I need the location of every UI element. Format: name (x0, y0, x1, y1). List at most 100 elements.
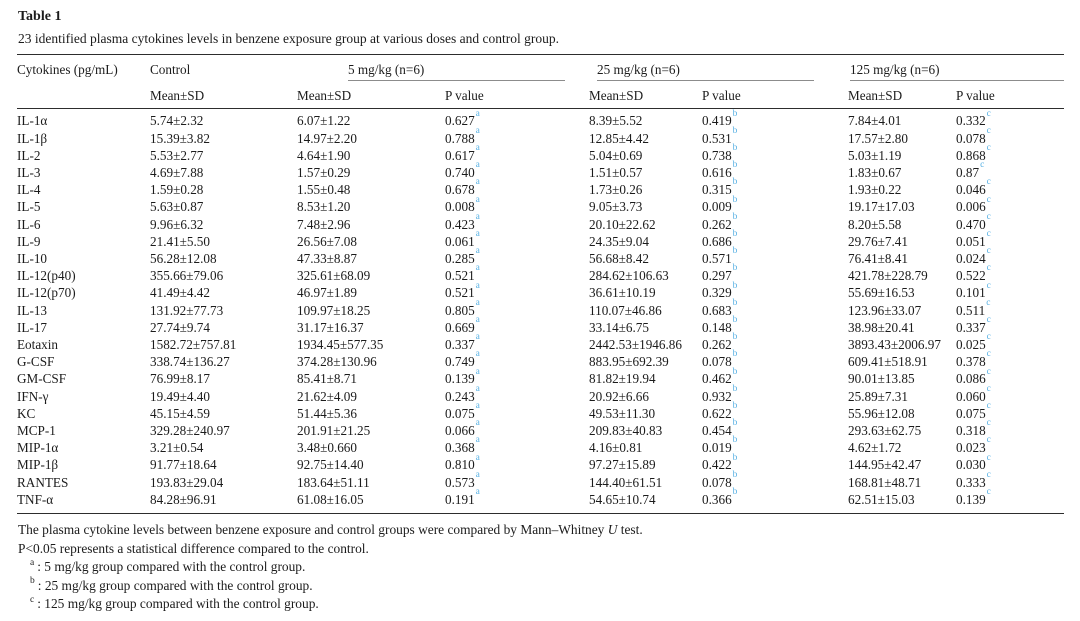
cell-125mgkg-p-value: 0.87c (956, 160, 985, 181)
cell-5mgkg-p-value: 0.423a (445, 211, 480, 232)
cell-5mgkg-p-value: 0.617a (445, 142, 480, 163)
significance-superscript: c (986, 211, 991, 222)
significance-superscript: a (475, 228, 480, 239)
cell-25mgkg-mean-sd: 49.53±11.30 (589, 405, 656, 421)
cell-5mgkg-p-value: 0.285a (445, 246, 480, 267)
significance-superscript: b (732, 469, 738, 480)
significance-superscript: b (732, 332, 738, 343)
footnote-item-b: b: 25 mg/kg group compared with the cont… (18, 576, 1080, 596)
table-row: GM-CSF 76.99±8.17 85.41±8.71 0.139a 81.82±19… (17, 367, 1064, 387)
significance-superscript: c (986, 280, 991, 291)
table-row: IL-9 21.41±5.50 26.56±7.08 0.061a 24.35±9.04… (17, 229, 1064, 250)
significance-superscript: b (732, 246, 738, 257)
cell-cytokine-name: IL-5 (17, 199, 41, 215)
significance-superscript: c (986, 418, 991, 429)
cell-125mgkg-p-value: 0.139c (956, 487, 1064, 515)
cell-control-mean-sd: 193.83±29.04 (150, 474, 224, 490)
significance-superscript: c (986, 332, 991, 343)
cell-25mgkg-mean-sd: 284.62±106.63 (589, 268, 669, 284)
significance-superscript: a (475, 246, 480, 257)
cell-control-mean-sd: 5.53±2.77 (150, 147, 204, 163)
cell-25mgkg-mean-sd: 8.39±5.52 (589, 113, 643, 129)
significance-superscript: a (475, 332, 480, 343)
significance-superscript: a (475, 263, 480, 274)
cell-125mgkg-p-value: 0.470c (956, 211, 991, 232)
cell-125mgkg-p-value: 0.025c (956, 332, 991, 353)
cell-5mgkg-p-value: 0.243a (445, 383, 480, 404)
cell-125mgkg-mean-sd: 25.89±7.31 (848, 388, 908, 404)
table-row: KC 45.15±4.59 51.44±5.36 0.075a 49.53±11.30 0… (17, 401, 1064, 422)
significance-superscript: b (732, 194, 738, 205)
group-spanner-25mgkg: 25 mg/kg (n=6) (597, 61, 814, 82)
cell-125mgkg-mean-sd: 123.96±33.07 (848, 302, 922, 318)
significance-superscript: a (475, 383, 480, 394)
significance-superscript: a (475, 108, 480, 119)
cell-25mgkg-p-value: 0.366b (702, 487, 848, 515)
cell-125mgkg-p-value: 0.024c (956, 246, 991, 267)
footnote-sup-c: c (30, 594, 35, 605)
cell-5mgkg-p-value: 0.191a (445, 487, 589, 515)
significance-superscript: c (986, 125, 991, 136)
cell-cytokine-name: IL-10 (17, 251, 48, 267)
cell-25mgkg-mean-sd: 33.14±6.75 (589, 319, 649, 335)
cell-cytokine-name: IL-3 (17, 165, 41, 181)
table-row: G-CSF 338.74±136.27 374.28±130.96 0.749a 883… (17, 350, 1064, 370)
cell-125mgkg-p-value: 0.046c (956, 177, 991, 198)
cell-25mgkg-mean-sd: 20.92±6.66 (589, 388, 649, 404)
table-row: IL-13 131.92±77.73 109.97±18.25 0.805a 110.0… (17, 298, 1064, 319)
cell-25mgkg-mean-sd: 36.61±10.19 (589, 285, 656, 301)
cell-125mgkg-mean-sd: 29.76±7.41 (848, 233, 908, 249)
significance-superscript: a (475, 400, 480, 411)
cell-25mgkg-mean-sd: 5.04±0.69 (589, 147, 643, 163)
cell-5mgkg-p-value: 0.740a (445, 160, 480, 181)
cell-cytokine-name: IL-1α (17, 113, 48, 129)
cell-25mgkg-p-value: 0.329b (702, 280, 738, 301)
significance-superscript: c (980, 160, 985, 171)
cell-125mgkg-mean-sd: 76.41±8.41 (848, 251, 908, 267)
table-row: IL-10 56.28±12.08 47.33±8.87 0.285a 56.68±8.… (17, 246, 1064, 267)
cell-25mgkg-p-value: 0.422b (702, 452, 738, 473)
cell-125mgkg-p-value: 0.006c (956, 194, 991, 215)
cell-control-mean-sd: 131.92±77.73 (150, 302, 224, 318)
cell-125mgkg-p-value: 0.337c (956, 314, 991, 335)
table-body: IL-1α 5.74±2.32 6.07±1.22 0.627a 8.39±5.52 0.… (17, 109, 1064, 515)
cell-control-mean-sd: 41.49±4.42 (150, 285, 210, 301)
cell-25mgkg-mean-sd: 4.16±0.81 (589, 440, 643, 456)
significance-superscript: c (986, 349, 991, 360)
col-header-group-25mgkg: 25 mg/kg (n=6) (589, 55, 848, 82)
cell-125mgkg-p-value: 0.333c (956, 469, 991, 490)
group-spanner-125mgkg: 125 mg/kg (n=6) (850, 61, 1064, 82)
table-row: IL-1α 5.74±2.32 6.07±1.22 0.627a 8.39±5.52 0.… (17, 109, 1064, 130)
cell-cytokine-name: MCP-1 (17, 423, 56, 439)
cell-5mgkg-p-value: 0.669a (445, 314, 480, 335)
cell-5mgkg-p-value: 0.573a (445, 469, 480, 490)
significance-superscript: a (475, 314, 480, 325)
footnote-text-b: : 25 mg/kg group compared with the contr… (37, 577, 313, 593)
cell-125mgkg-mean-sd: 7.84±4.01 (848, 113, 902, 129)
col-header-control: Control (150, 62, 191, 77)
significance-superscript: a (475, 160, 480, 171)
cell-125mgkg-mean-sd: 1.93±0.22 (848, 182, 902, 198)
cell-25mgkg-mean-sd: 54.65±10.74 (589, 490, 702, 515)
table-row: RANTES 193.83±29.04 183.64±51.11 0.573a 144.… (17, 469, 1064, 491)
cell-125mgkg-mean-sd: 62.51±15.03 (848, 490, 956, 515)
col-header-5mgkg-mean-sd: Mean±SD (297, 81, 445, 110)
footnote-u-italic: U (607, 522, 618, 538)
table-row: TNF-α 84.28±96.91 61.08±16.05 0.191a 54.65±1… (17, 487, 1064, 515)
cell-25mgkg-mean-sd: 883.95±692.39 (589, 354, 669, 370)
significance-superscript: a (475, 452, 480, 463)
header-group-row: Cytokines (pg/mL) Control 5 mg/kg (n=6) … (17, 54, 1064, 110)
significance-superscript: c (986, 486, 991, 497)
cell-125mgkg-p-value: 0.078c (956, 125, 991, 146)
cell-control-mean-sd: 355.66±79.06 (150, 268, 224, 284)
cell-5mgkg-p-value: 0.066a (445, 418, 480, 439)
cell-125mgkg-mean-sd: 55.96±12.08 (848, 405, 915, 421)
cell-5mgkg-mean-sd: 7.48±2.96 (297, 216, 351, 232)
header-sub-row: Mean±SD Mean±SD P value Mean±SD P value … (17, 81, 1064, 110)
footnote-text-a: : 5 mg/kg group compared with the contro… (37, 559, 306, 575)
cell-5mgkg-mean-sd: 183.64±51.11 (297, 474, 370, 490)
significance-superscript: b (732, 228, 738, 239)
table-row: IL-2 5.53±2.77 4.64±1.90 0.617a 5.04±0.69 0.7… (17, 142, 1064, 164)
cell-5mgkg-mean-sd: 26.56±7.08 (297, 233, 357, 249)
cell-control-mean-sd: 5.63±0.87 (150, 199, 204, 215)
